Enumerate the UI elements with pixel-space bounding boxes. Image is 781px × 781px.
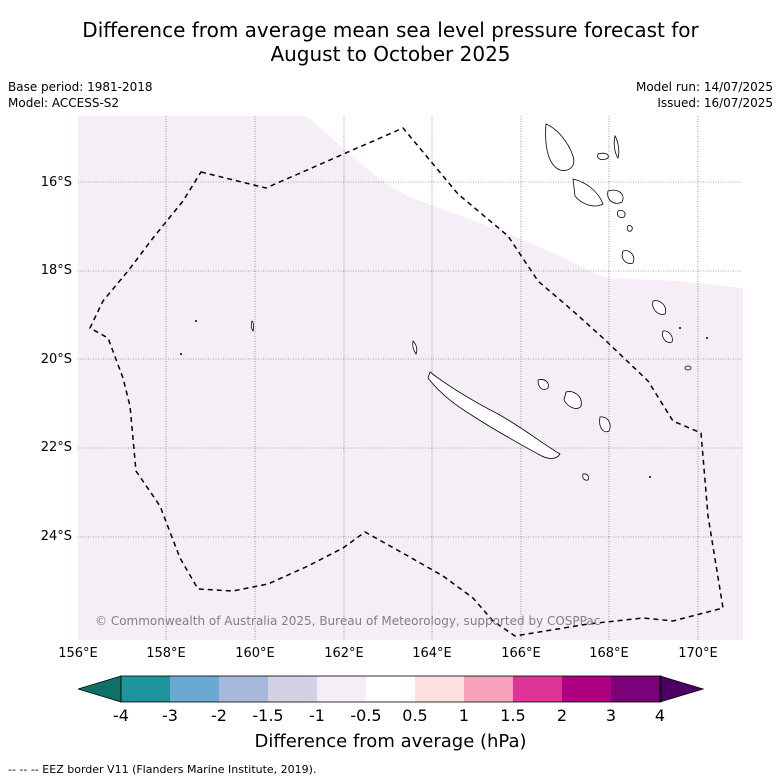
isle-of-pines <box>582 473 590 481</box>
colorbar-segment <box>121 676 171 702</box>
tanna-island <box>621 250 635 264</box>
ouvea-island <box>537 379 549 390</box>
lon-label-166e: 166°E <box>501 646 541 661</box>
lon-label-164e: 164°E <box>412 646 452 661</box>
colorbar-tick-label: -2 <box>211 706 227 725</box>
map-panel: © Commonwealth of Australia 2025, Bureau… <box>78 116 743 640</box>
small-vanuatu-islands <box>617 210 633 232</box>
title-line-1: Difference from average mean sea level p… <box>82 18 699 42</box>
map-title: Difference from average mean sea level p… <box>0 18 781 66</box>
new-caledonia-island <box>427 371 561 459</box>
small-islet-4 <box>706 337 708 339</box>
lon-label-160e: 160°E <box>235 646 275 661</box>
lon-label-168e: 168°E <box>589 646 629 661</box>
lon-label-156e: 156°E <box>58 646 98 661</box>
lat-label-16s: 16°S <box>40 175 72 190</box>
small-islet-5 <box>684 365 692 371</box>
anomaly-shading <box>78 116 743 640</box>
colorbar-extend-low <box>78 675 122 703</box>
espiritu-santo-island <box>545 123 575 171</box>
lat-label-24s: 24°S <box>40 529 72 544</box>
efate-island <box>607 189 624 204</box>
colorbar-tick-label: -1.5 <box>252 706 284 725</box>
mare-island <box>599 416 611 433</box>
colorbar-title: Difference from average (hPa) <box>254 731 527 752</box>
colorbar-segment <box>415 676 465 702</box>
lat-label-18s: 18°S <box>40 263 72 278</box>
title-line-2: August to October 2025 <box>270 42 511 66</box>
chesterfield-island <box>250 320 255 332</box>
lifou-island <box>563 391 582 409</box>
grid-lines <box>78 116 743 640</box>
matthew-island <box>662 330 673 343</box>
lon-label-170e: 170°E <box>678 646 718 661</box>
issued-date: Issued: 16/07/2025 <box>657 96 773 110</box>
lat-label-22s: 22°S <box>40 440 72 455</box>
colorbar-extend-high <box>659 675 704 703</box>
colorbar-segment <box>366 676 416 702</box>
belep-island <box>412 340 418 355</box>
colorbar-tick-label: 1 <box>458 706 470 725</box>
colorbar-segment <box>219 676 269 702</box>
small-islet-2 <box>180 353 182 355</box>
small-islet-1 <box>195 320 197 322</box>
colorbar-segment <box>317 676 367 702</box>
colorbar-segment <box>611 676 661 702</box>
colorbar-tick-label: 4 <box>654 706 666 725</box>
lat-label-20s: 20°S <box>40 352 72 367</box>
maewo-island <box>613 134 620 159</box>
colorbar-tick-label: -4 <box>113 706 129 725</box>
eez-legend-note: -- -- -- EEZ border V11 (Flanders Marine… <box>8 763 317 776</box>
colorbar-tick-label: 3 <box>605 706 617 725</box>
colorbar-tick-label: 2 <box>556 706 568 725</box>
meta-right: Model run: 14/07/2025 Issued: 16/07/2025 <box>636 79 773 111</box>
lon-label-158e: 158°E <box>146 646 186 661</box>
eez-border <box>89 127 724 637</box>
map-canvas <box>78 116 743 640</box>
hunter-island <box>652 300 667 315</box>
small-islet-3 <box>679 327 681 329</box>
colorbar-segment <box>268 676 318 702</box>
colorbar-tick-label: 1.5 <box>500 706 526 725</box>
model-name: Model: ACCESS-S2 <box>8 96 120 110</box>
colorbar <box>78 675 704 703</box>
copyright-notice: © Commonwealth of Australia 2025, Bureau… <box>95 614 601 628</box>
colorbar-tick-label: -1 <box>309 706 325 725</box>
malekula-island <box>572 178 604 207</box>
base-period: Base period: 1981-2018 <box>8 80 153 94</box>
colorbar-tick-label: -0.5 <box>350 706 382 725</box>
colorbar-tick-label: -3 <box>162 706 178 725</box>
colorbar-segment <box>562 676 612 702</box>
colorbar-tick-label: 0.5 <box>402 706 428 725</box>
meta-left: Base period: 1981-2018 Model: ACCESS-S2 <box>8 79 153 111</box>
model-run: Model run: 14/07/2025 <box>635 80 773 94</box>
walpole-islet <box>649 476 651 478</box>
colorbar-segment <box>513 676 563 702</box>
colorbar-segment <box>464 676 514 702</box>
colorbar-segment <box>170 676 220 702</box>
lon-label-162e: 162°E <box>324 646 364 661</box>
ambae-island <box>597 152 609 161</box>
